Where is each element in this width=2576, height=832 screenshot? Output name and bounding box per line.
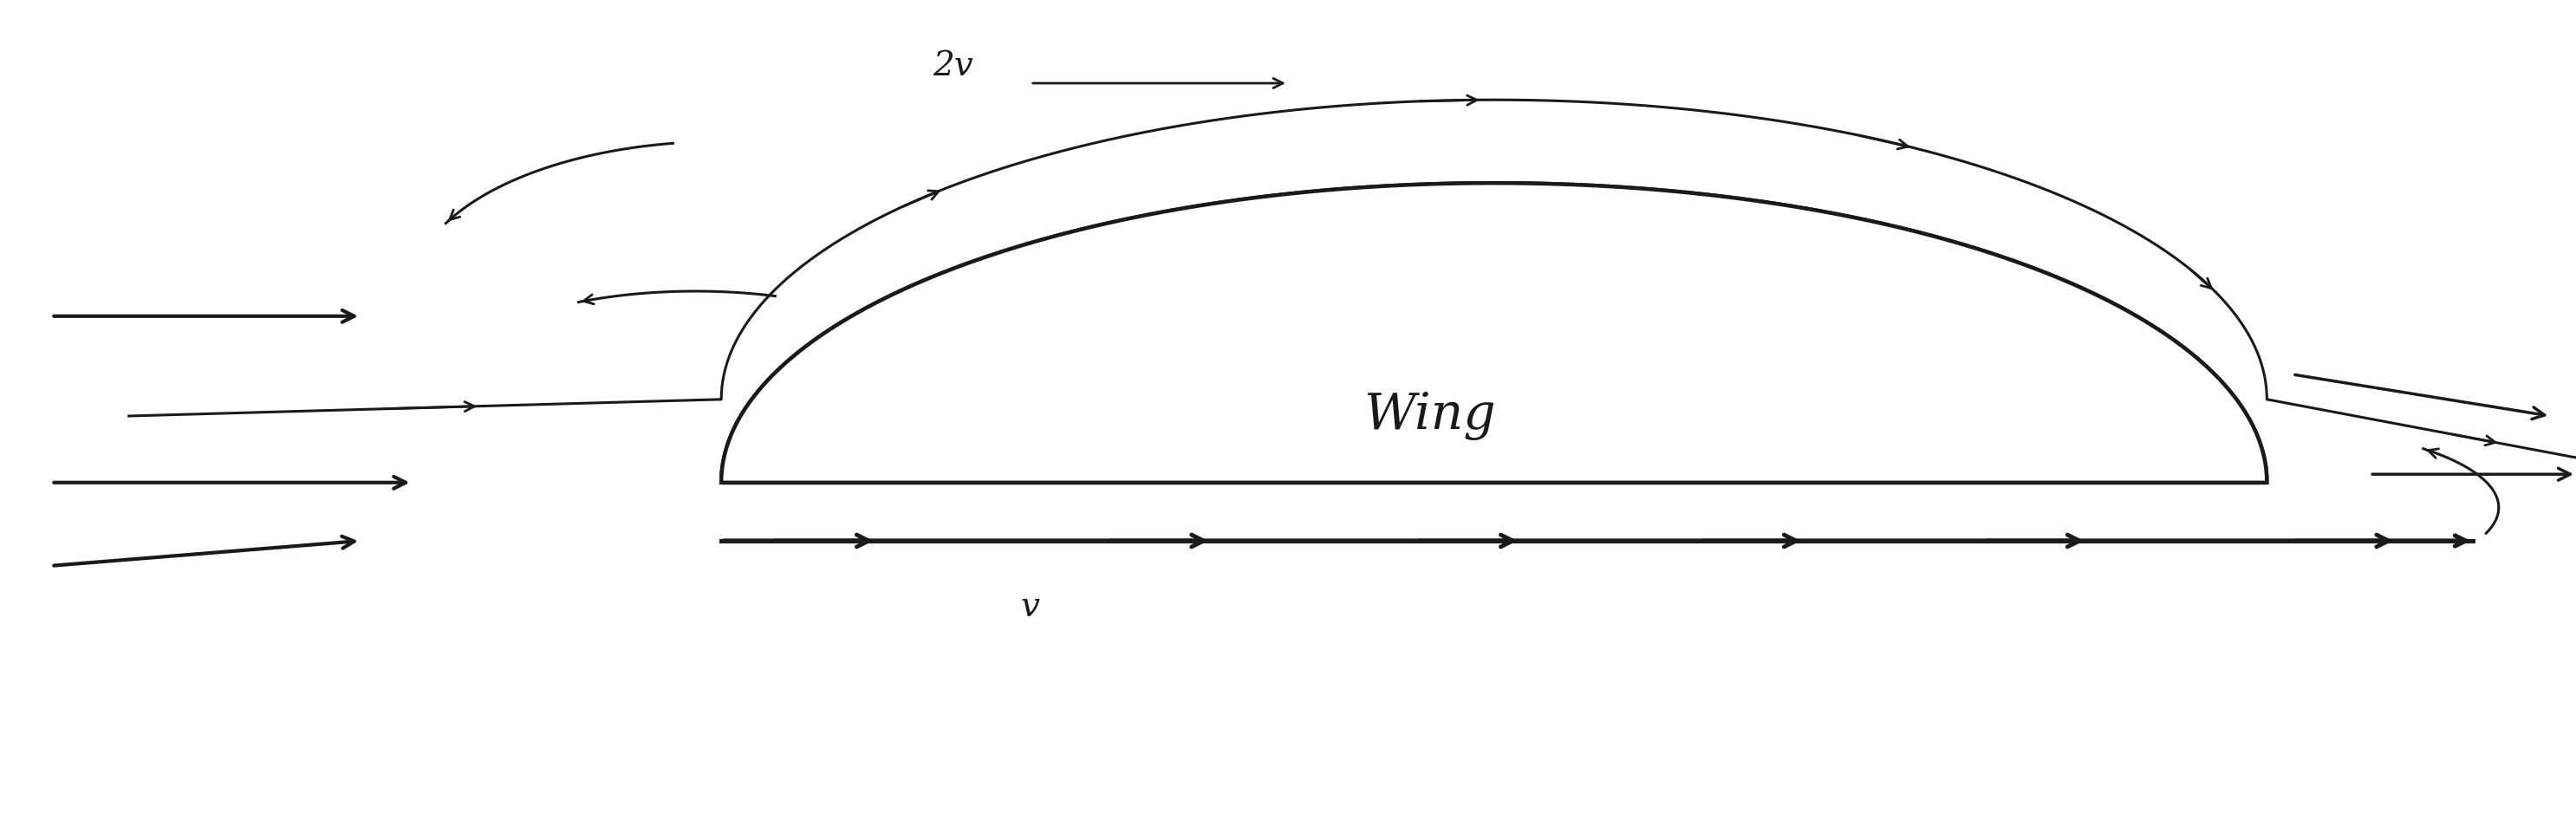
Text: v: v: [1020, 592, 1041, 623]
Text: 2v: 2v: [933, 51, 974, 82]
Text: Wing: Wing: [1363, 392, 1497, 440]
Polygon shape: [721, 183, 2267, 483]
